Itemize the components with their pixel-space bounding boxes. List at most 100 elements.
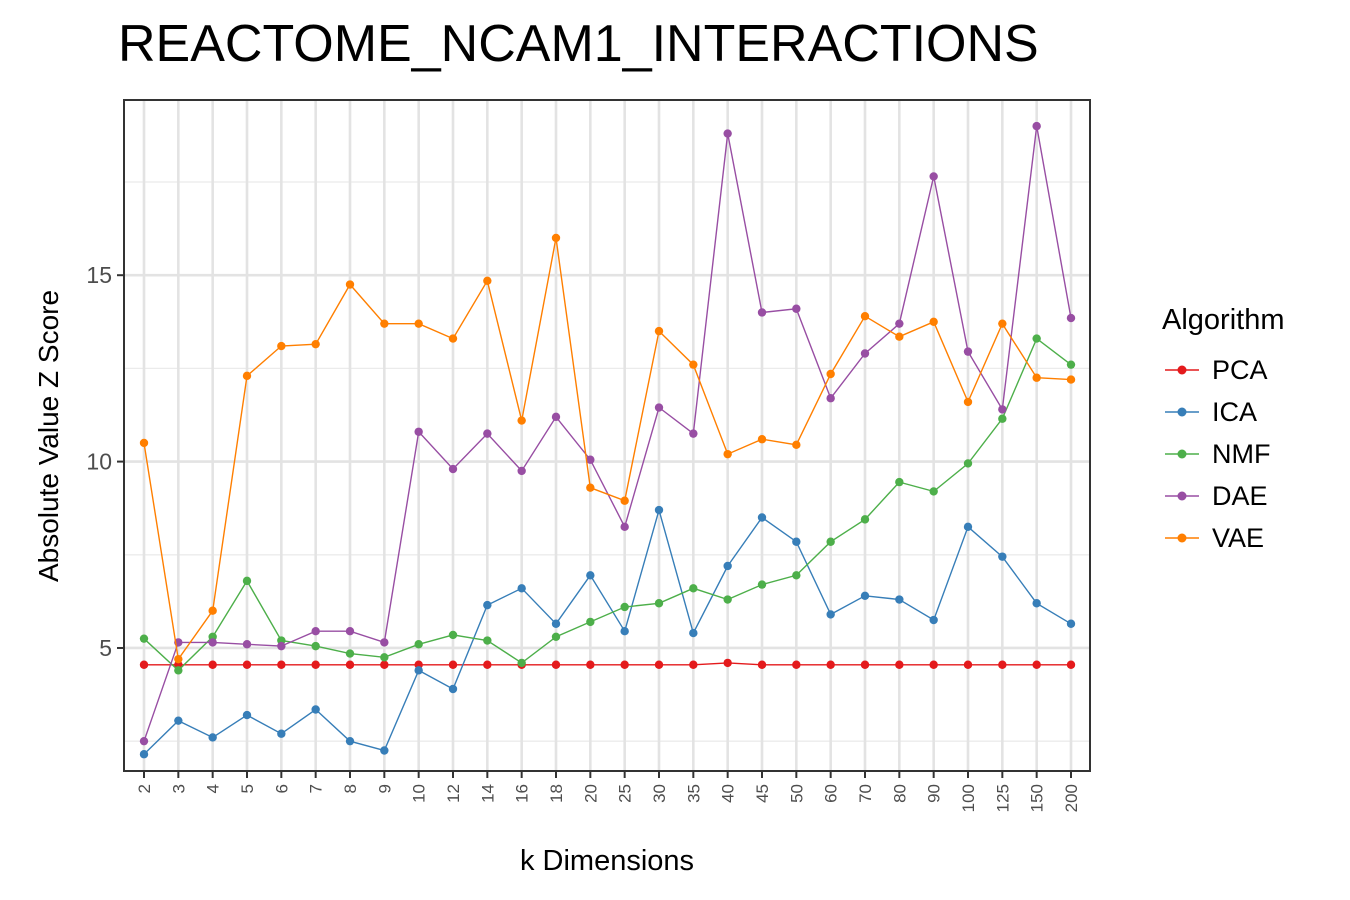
data-point-dae <box>483 429 492 438</box>
data-point-dae <box>963 347 973 356</box>
data-point-nmf <box>139 634 149 643</box>
data-point-dae <box>654 403 664 412</box>
data-point-ica <box>208 733 217 742</box>
data-point-dae <box>929 172 938 181</box>
data-point-dae <box>1032 121 1041 131</box>
data-point-nmf <box>689 584 698 593</box>
x-tick-label: 45 <box>753 784 772 803</box>
x-tick-label: 90 <box>925 784 944 803</box>
data-point-pca <box>929 660 938 669</box>
data-point-ica <box>895 595 904 604</box>
legend-key-pca <box>1165 365 1199 375</box>
data-point-ica <box>929 615 938 625</box>
data-point-ica <box>242 710 252 720</box>
data-point-nmf <box>654 599 664 608</box>
data-point-pca <box>483 660 492 669</box>
data-point-nmf <box>998 414 1007 423</box>
data-point-dae <box>586 455 595 464</box>
data-point-pca <box>620 660 629 669</box>
data-point-ica <box>620 627 629 636</box>
data-point-dae <box>311 627 320 636</box>
data-point-nmf <box>757 580 767 589</box>
data-point-pca <box>689 660 698 669</box>
data-point-ica <box>277 729 286 738</box>
data-point-dae <box>895 319 904 328</box>
y-tick-label: 15 <box>86 262 112 288</box>
data-point-pca <box>380 660 389 669</box>
data-point-dae <box>723 129 732 138</box>
data-point-dae <box>757 308 767 317</box>
data-point-vae <box>895 332 904 341</box>
data-point-ica <box>963 522 973 532</box>
data-point-dae <box>551 412 561 422</box>
x-tick-label: 35 <box>684 784 703 803</box>
data-point-pca <box>654 660 664 669</box>
data-point-dae <box>380 638 389 647</box>
data-point-ica <box>414 666 423 675</box>
data-point-nmf <box>929 487 938 496</box>
data-point-vae <box>654 326 664 336</box>
data-point-ica <box>517 584 526 593</box>
x-tick-label: 5 <box>238 784 257 793</box>
data-point-vae <box>414 319 423 328</box>
data-point-dae <box>345 627 355 636</box>
data-point-pca <box>1032 660 1041 669</box>
x-tick-label: 4 <box>204 784 223 793</box>
legend-label: DAE <box>1212 480 1268 511</box>
x-tick-label: 100 <box>959 784 978 812</box>
data-point-vae <box>586 483 595 492</box>
x-tick-label: 10 <box>410 784 429 803</box>
data-point-vae <box>757 435 767 444</box>
data-point-dae <box>517 466 526 476</box>
y-tick-label: 5 <box>99 635 112 661</box>
data-point-nmf <box>483 636 492 645</box>
data-point-ica <box>551 619 561 628</box>
data-point-dae <box>414 427 423 436</box>
data-point-nmf <box>963 459 973 468</box>
data-point-ica <box>723 561 732 571</box>
data-point-vae <box>551 233 561 243</box>
data-point-pca <box>895 660 904 669</box>
data-point-ica <box>345 736 355 746</box>
data-point-vae <box>792 440 801 450</box>
data-point-ica <box>448 684 458 694</box>
data-point-ica <box>757 513 767 522</box>
data-point-nmf <box>586 617 595 627</box>
data-point-vae <box>998 319 1007 328</box>
data-point-pca <box>757 660 767 669</box>
data-point-vae <box>345 280 355 289</box>
x-tick-label: 12 <box>444 784 463 803</box>
x-tick-label: 6 <box>272 784 291 793</box>
data-point-nmf <box>1066 360 1076 369</box>
data-point-ica <box>654 505 664 515</box>
legend-label: NMF <box>1212 438 1271 469</box>
x-tick-label: 18 <box>547 784 566 803</box>
data-point-nmf <box>242 576 252 586</box>
data-point-nmf <box>517 658 526 668</box>
data-point-dae <box>277 641 286 651</box>
data-point-ica <box>792 537 801 546</box>
data-point-dae <box>620 522 629 532</box>
data-point-nmf <box>311 641 320 651</box>
data-point-pca <box>551 660 561 669</box>
data-point-vae <box>483 276 492 285</box>
x-tick-label: 60 <box>822 784 841 803</box>
data-point-ica <box>998 552 1007 561</box>
data-point-ica <box>689 628 698 638</box>
x-tick-label: 150 <box>1028 784 1047 812</box>
data-point-nmf <box>620 602 629 612</box>
data-point-pca <box>723 658 732 668</box>
x-tick-label: 200 <box>1062 784 1081 812</box>
data-point-pca <box>860 660 870 669</box>
x-tick-label: 7 <box>307 784 326 793</box>
data-point-vae <box>139 438 149 448</box>
panel-border <box>123 99 1091 772</box>
data-point-vae <box>723 449 732 459</box>
data-point-vae <box>929 317 938 327</box>
x-axis-title: k Dimensions <box>519 845 695 877</box>
data-point-vae <box>963 397 973 407</box>
data-point-pca <box>963 660 973 669</box>
data-point-dae <box>242 640 252 649</box>
x-tick-label: 40 <box>719 784 738 803</box>
